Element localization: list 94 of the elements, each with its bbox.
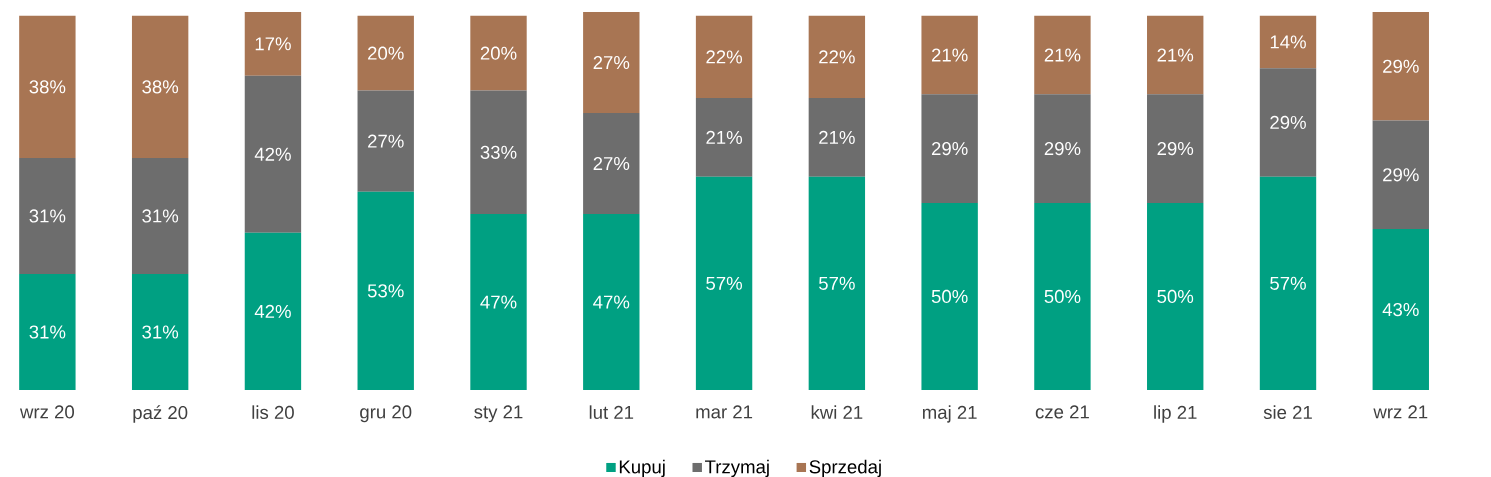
x-tick-label: maj 21 [922,405,977,423]
data-label: 50% [931,289,968,304]
legend-label: Kupuj [619,459,665,477]
bar [19,157,76,274]
bar [470,15,527,91]
bar [131,273,189,391]
bar [583,214,640,391]
data-label: 33% [480,145,517,159]
data-label: 27% [593,55,630,70]
data-label: 29% [931,142,968,156]
x-tick-label: mar 21 [696,405,753,419]
bar [357,191,414,391]
x-tick-label: lut 21 [589,405,634,419]
data-label: 31% [29,325,66,339]
data-label: 50% [1157,289,1194,304]
x-tick-label: gru 20 [360,405,412,423]
data-label: 17% [255,37,291,51]
x-tick-label: cze 21 [1035,405,1089,419]
bar [470,214,527,391]
data-label: 43% [1382,302,1419,317]
data-label: 31% [29,209,66,223]
bar [921,94,978,203]
bar [1147,202,1204,391]
data-label: 21% [931,48,968,62]
data-label: 21% [1157,48,1194,62]
x-tick-label: paź 20 [133,405,188,423]
data-label: 14% [1270,35,1306,49]
bar [1372,120,1429,230]
bar [808,176,866,391]
data-label: 29% [1270,115,1306,129]
data-label: 27% [368,134,404,148]
data-label: 21% [706,130,743,144]
legend-label: Sprzedaj [809,459,881,477]
data-label: 27% [593,157,630,171]
bar [357,90,414,192]
data-label: 21% [819,130,855,144]
bar [357,15,414,91]
bar [695,15,753,99]
data-label: 47% [593,295,630,309]
bar [1372,12,1429,121]
bar [470,90,527,215]
data-label: 20% [368,46,404,60]
x-tick-label: sie 21 [1263,405,1312,419]
data-label: 22% [706,50,743,64]
x-tick-label: lis 20 [252,405,294,419]
bar [131,15,189,158]
data-label: 31% [142,209,179,223]
bar [921,15,978,95]
bar [1147,94,1204,203]
data-label: 31% [142,325,179,339]
bar [244,232,302,391]
data-label: 50% [1044,289,1081,304]
legend-label: Trzymaj [705,459,769,477]
bar [1034,15,1091,95]
bar [131,157,189,274]
data-label: 29% [1383,59,1419,73]
data-label: 57% [819,276,855,290]
data-label: 47% [480,295,517,309]
bar [1259,176,1317,391]
data-label: 53% [367,284,404,298]
x-tick-label: lip 21 [1154,405,1197,423]
bar [1034,94,1091,203]
bar [695,98,753,177]
bar [1259,68,1317,177]
data-label: 29% [1044,142,1081,156]
bar [921,202,978,391]
bar [808,98,866,177]
data-label: 57% [1270,276,1306,290]
data-label: 22% [819,50,855,64]
bar [1259,15,1317,69]
bar [19,15,76,158]
data-label: 38% [142,80,179,94]
bar [583,113,640,215]
bar [244,75,302,233]
data-label: 21% [1044,48,1081,62]
data-label: 20% [480,46,517,60]
x-tick-label: sty 21 [474,405,523,423]
bar [1372,229,1429,391]
data-label: 57% [706,276,743,290]
bar [244,12,302,76]
x-tick-label: wrz 21 [1373,405,1428,419]
data-label: 38% [29,80,66,94]
bar [1034,202,1091,391]
bar [19,273,76,391]
x-tick-label: kwi 21 [811,405,863,419]
data-label: 29% [1383,168,1419,182]
data-label: 42% [254,147,291,161]
bar [1147,15,1204,95]
x-tick-label: wrz 20 [19,405,75,419]
bar [695,176,753,391]
data-label: 42% [254,304,291,318]
data-label: 29% [1157,142,1194,156]
bar [808,15,866,99]
bar [583,12,640,114]
